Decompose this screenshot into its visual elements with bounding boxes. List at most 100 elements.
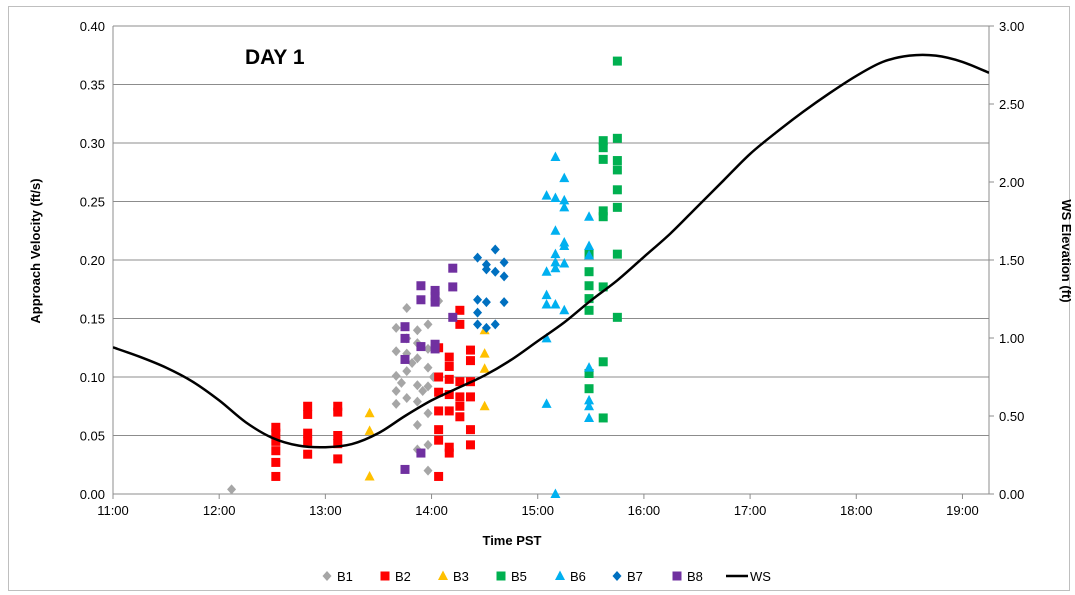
b7-point	[473, 319, 483, 330]
b3-point	[479, 348, 490, 358]
b1-point	[423, 362, 433, 373]
ws-line	[113, 53, 989, 449]
b2-point	[444, 442, 454, 452]
b5-point	[584, 281, 594, 291]
chart-frame: 0.00 0.05 0.10 0.15 0.20 0.25 0.30 0.35 0.40 0.00…	[8, 6, 1071, 591]
b1-point	[402, 302, 412, 313]
x-tick-label: 19:00	[946, 503, 979, 518]
b8-point	[400, 322, 410, 332]
b2-point	[465, 440, 475, 450]
legend-swatch-b7	[612, 571, 622, 581]
b5-point	[612, 133, 622, 143]
b6-point	[541, 398, 552, 408]
b2-point	[434, 387, 444, 397]
legend-label-b2: B2	[395, 569, 411, 584]
b6-point	[550, 192, 561, 202]
y2-tick-label: 1.00	[999, 331, 1024, 346]
legend-label-b1: B1	[337, 569, 353, 584]
b1-point	[412, 325, 422, 336]
b5-point	[612, 202, 622, 212]
b3-point	[479, 400, 490, 411]
b5-point	[598, 413, 608, 423]
b5-point	[612, 185, 622, 195]
b5-point	[612, 165, 622, 175]
b1-point	[391, 346, 401, 357]
series-b6	[541, 151, 595, 498]
b6-point	[584, 211, 595, 221]
b5-point	[598, 143, 608, 153]
b2-point	[444, 448, 454, 458]
b2-point	[333, 401, 343, 411]
b6-point	[541, 190, 552, 200]
b6-point	[541, 332, 552, 343]
b7-point	[490, 266, 500, 277]
b2-point	[444, 374, 454, 384]
b6-point	[550, 256, 561, 267]
b2-point	[465, 345, 475, 355]
x-tick-label: 13:00	[309, 503, 342, 518]
b5-point	[612, 56, 622, 66]
b2-point	[465, 392, 475, 402]
b1-point	[402, 366, 412, 377]
x-tick-label: 14:00	[415, 503, 448, 518]
b2-point	[271, 436, 281, 446]
b7-point	[473, 307, 483, 318]
y2-axis-title: WS Elevation (ft)	[1059, 199, 1071, 302]
b2-point	[455, 319, 465, 329]
b6-point	[541, 289, 552, 300]
series-b8	[400, 263, 458, 474]
y-tick-label: 0.40	[80, 19, 105, 34]
b2-point	[465, 356, 475, 366]
b7-point	[499, 271, 509, 282]
b5-point	[584, 384, 594, 394]
b8-point	[430, 297, 440, 307]
y-tick-label: 0.25	[80, 195, 105, 210]
legend-label-b7: B7	[627, 569, 643, 584]
b2-point	[271, 422, 281, 432]
b5-point	[612, 156, 622, 166]
y-tick-label: 0.15	[80, 312, 105, 327]
b1-point	[412, 419, 422, 430]
legend-swatch-b5	[496, 571, 506, 581]
b2-point	[455, 305, 465, 315]
b2-point	[434, 406, 444, 416]
b2-point	[434, 372, 444, 382]
legend: B1 B2 B3 B5 B6 B7 B8 WS	[322, 569, 771, 584]
b6-point	[559, 258, 570, 268]
b2-point	[271, 428, 281, 438]
b2-point	[434, 435, 444, 445]
b6-point	[550, 151, 561, 162]
x-axis-title: Time PST	[482, 533, 541, 548]
b5-point	[598, 206, 608, 216]
b2-point	[271, 446, 281, 456]
legend-swatch-b6	[555, 570, 565, 580]
b6-point	[541, 266, 552, 276]
b5-point	[598, 357, 608, 367]
b1-point	[407, 357, 417, 368]
x-tick-label: 12:00	[203, 503, 236, 518]
b7-point	[490, 244, 500, 255]
b1-point	[423, 381, 433, 392]
b6-point	[584, 412, 595, 422]
legend-swatch-b8	[672, 571, 682, 581]
b2-point	[455, 392, 465, 402]
y2-tick-label: 3.00	[999, 19, 1024, 34]
b2-point	[333, 439, 343, 449]
b6-point	[584, 362, 595, 372]
b2-point	[465, 425, 475, 435]
b2-point	[303, 436, 313, 446]
y2-tick-label: 2.00	[999, 175, 1024, 190]
legend-label-b3: B3	[453, 569, 469, 584]
b8-point	[400, 464, 410, 474]
b5-point	[598, 212, 608, 222]
b6-point	[584, 240, 595, 250]
b1-point	[402, 393, 412, 404]
b1-point	[412, 380, 422, 391]
b5-point	[584, 368, 594, 378]
legend-label-b6: B6	[570, 569, 586, 584]
y2-tick-label: 1.50	[999, 253, 1024, 268]
b2-point	[303, 409, 313, 419]
b7-point	[499, 297, 509, 308]
b8-point	[430, 285, 440, 295]
y-tick-label: 0.20	[80, 253, 105, 268]
